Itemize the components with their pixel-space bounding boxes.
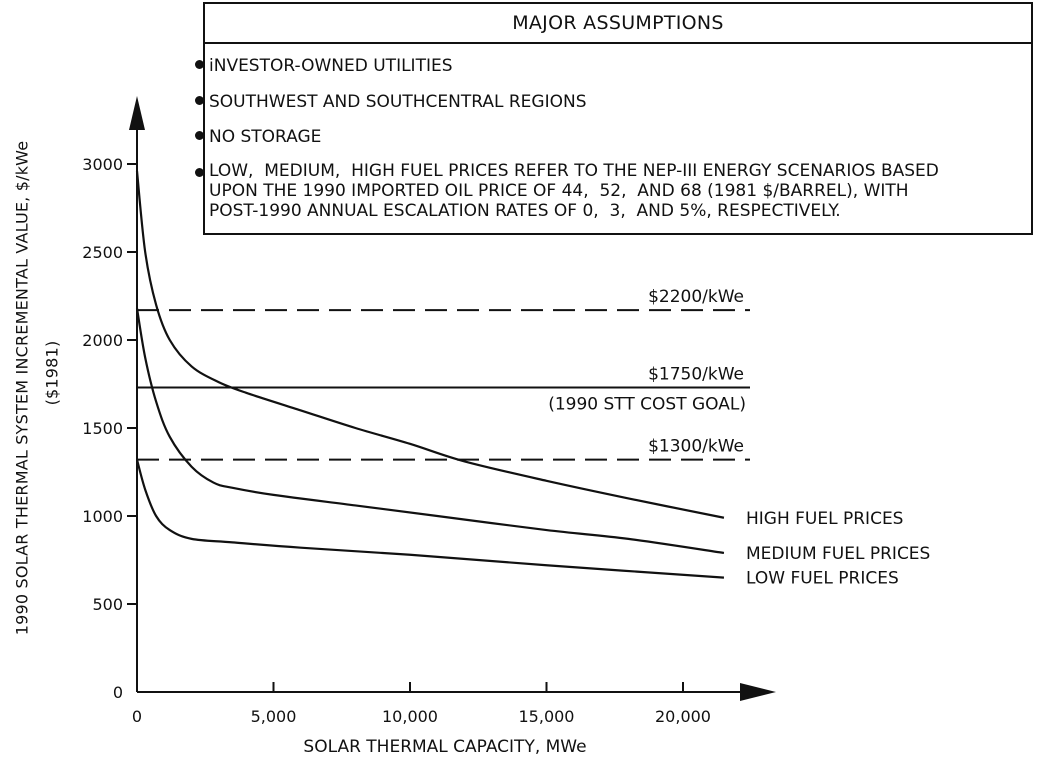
x-axis-label: SOLAR THERMAL CAPACITY, MWe <box>303 737 586 757</box>
assumption-item: iNVESTOR-OWNED UTILITIES <box>195 55 453 77</box>
series-lines: HIGH FUEL PRICES MEDIUM FUEL PRICES LOW FU… <box>135 170 930 589</box>
y-tick-label: 3000 <box>82 155 123 174</box>
series-label: HIGH FUEL PRICES <box>746 509 903 529</box>
series-label: MEDIUM FUEL PRICES <box>746 544 930 564</box>
x-tick-label: 5,000 <box>251 707 297 726</box>
y-tick-label: 1000 <box>82 507 123 526</box>
x-tick-label: 0 <box>132 707 142 726</box>
y-tick-label: 1500 <box>82 419 123 438</box>
reference-line-label: $2200/kWe <box>648 287 744 307</box>
series-line <box>135 170 725 519</box>
series-line <box>135 308 725 555</box>
y-tick-label: 500 <box>92 595 123 614</box>
x-axis-arrow <box>740 683 776 701</box>
y-tick-label: 2000 <box>82 331 123 350</box>
bullet-icon <box>195 60 204 69</box>
assumptions-box: MAJOR ASSUMPTIONS iNVESTOR-OWNED UTILITI… <box>195 2 1033 235</box>
reference-line-sublabel: (1990 STT COST GOAL) <box>548 395 746 415</box>
assumption-text: iNVESTOR-OWNED UTILITIES <box>209 56 453 76</box>
bullet-icon <box>195 168 204 177</box>
assumption-text: SOUTHWEST AND SOUTHCENTRAL REGIONS <box>209 92 587 112</box>
reference-lines: $2200/kWe $1750/kWe (1990 STT COST GOAL) $1… <box>137 287 750 461</box>
y-axis-label: 1990 SOLAR THERMAL SYSTEM INCREMENTAL VA… <box>12 140 32 636</box>
reference-line-label: $1300/kWe <box>648 437 744 457</box>
series-line <box>135 459 725 579</box>
y-tick-label: 0 <box>113 683 123 702</box>
assumption-text: NO STORAGE <box>209 127 322 147</box>
x-tick-label: 20,000 <box>655 707 711 726</box>
assumption-item: LOW, MEDIUM, HIGH FUEL PRICES REFER TO T… <box>195 161 939 222</box>
x-tick-label: 10,000 <box>382 707 438 726</box>
y-axis-arrow <box>129 96 145 130</box>
reference-line-label: $1750/kWe <box>648 365 744 385</box>
assumption-item: NO STORAGE <box>195 126 321 148</box>
assumptions-title: MAJOR ASSUMPTIONS <box>205 4 1031 44</box>
x-tick-label: 15,000 <box>519 707 575 726</box>
y-axis-label-units: ($1981) <box>42 340 62 406</box>
assumption-item: SOUTHWEST AND SOUTHCENTRAL REGIONS <box>195 91 587 113</box>
bullet-icon <box>195 96 204 105</box>
axes: 0 500 1000 1500 2000 2500 3000 0 5,000 10,000 15,0… <box>82 96 776 726</box>
bullet-icon <box>195 131 204 140</box>
series-label: LOW FUEL PRICES <box>746 569 899 589</box>
y-tick-label: 2500 <box>82 243 123 262</box>
assumption-text: LOW, MEDIUM, HIGH FUEL PRICES REFER TO T… <box>209 161 939 221</box>
